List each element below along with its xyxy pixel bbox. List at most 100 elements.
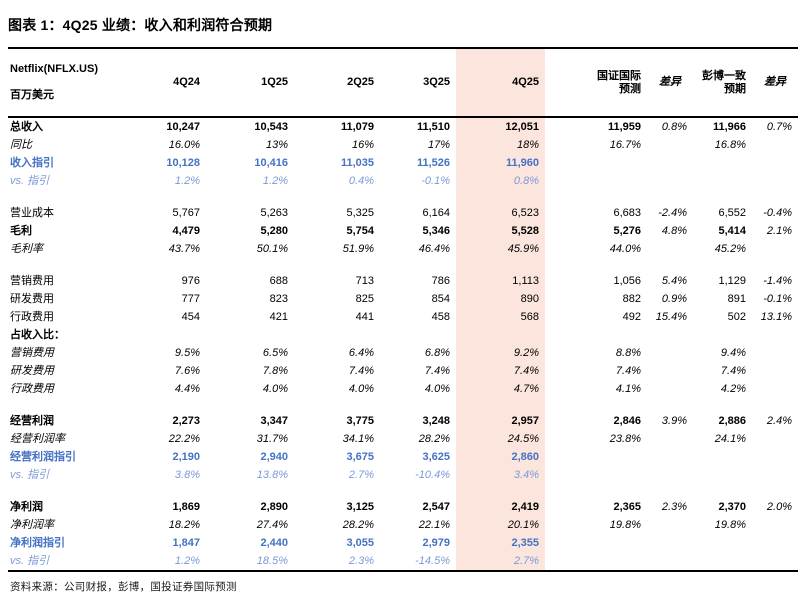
spacer-cell [456, 258, 545, 272]
cell-bbg-consensus: 2,370 [718, 501, 746, 513]
table-row: 研发费用 7.6% 7.8% 7.4% 7.4% 7.4% 7.4% 7.4% [8, 362, 798, 380]
cell-2q25: 6.4% [348, 347, 374, 359]
row-label: 总收入 [10, 121, 43, 133]
entity-name: Netflix(NFLX.US) [10, 63, 98, 75]
cell-bbg-consensus: 6,552 [718, 207, 746, 219]
spacer-cell [456, 398, 545, 412]
cell-2q25: 825 [355, 293, 374, 305]
cell-bbg-diff: 13.1% [760, 311, 792, 323]
cell-gz-diff [647, 362, 693, 380]
table-row: 行政费用 4.4% 4.0% 4.0% 4.0% 4.7% 4.1% 4.2% [8, 380, 798, 398]
cell-1q25: 10,543 [254, 121, 288, 133]
cell-gz-forecast: 11,959 [607, 121, 641, 133]
cell-gz-forecast: 4.1% [615, 383, 641, 395]
cell-4q24: 976 [181, 275, 200, 287]
cell-1q25 [206, 326, 294, 344]
cell-2q25: 11,079 [340, 121, 374, 133]
cell-bbg-diff: -0.1% [763, 293, 792, 305]
cell-3q25: -14.5% [415, 555, 450, 567]
cell-1q25: 421 [269, 311, 288, 323]
row-label: 行政费用 [10, 383, 54, 395]
cell-gz-diff: -2.4% [658, 207, 687, 219]
cell-gz-forecast [545, 448, 647, 466]
table-row: 毛利率 43.7% 50.1% 51.9% 46.4% 45.9% 44.0% 45.2% [8, 240, 798, 258]
spacer-cell [545, 398, 647, 412]
table-row: 营销费用 9.5% 6.5% 6.4% 6.8% 9.2% 8.8% 9.4% [8, 344, 798, 362]
row-label: 经营利润率 [10, 433, 65, 445]
cell-4q25: 2,419 [456, 498, 545, 516]
cell-bbg-consensus: 24.1% [714, 433, 746, 445]
source-note: 资料来源：公司财报，彭博，国投证券国际预测 [10, 581, 237, 593]
page-title: 图表 1：4Q25 业绩：收入和利润符合预期 [8, 17, 273, 33]
cell-1q25: 10,416 [254, 157, 288, 169]
cell-1q25: 13.8% [256, 469, 288, 481]
cell-1q25: 1.2% [262, 175, 288, 187]
spacer-cell [8, 190, 118, 204]
cell-bbg-diff [752, 448, 798, 466]
cell-gz-diff [647, 534, 693, 552]
cell-gz-diff [647, 344, 693, 362]
cell-2q25: 34.1% [342, 433, 374, 445]
cell-gz-diff: 0.8% [661, 121, 687, 133]
cell-bbg-diff [752, 326, 798, 344]
cell-4q25: 0.8% [456, 172, 545, 190]
cell-bbg-diff: 2.0% [766, 501, 792, 513]
cell-2q25: 0.4% [348, 175, 374, 187]
cell-gz-diff [647, 326, 693, 344]
cell-gz-diff: 2.3% [661, 501, 687, 513]
cell-3q25: 46.4% [418, 243, 450, 255]
cell-gz-forecast [545, 154, 647, 172]
spacer-cell [380, 258, 456, 272]
column-header-3q25: 3Q25 [380, 48, 456, 118]
row-label: 毛利 [10, 225, 32, 237]
cell-bbg-diff [752, 172, 798, 190]
cell-2q25: 713 [355, 275, 374, 287]
cell-gz-forecast: 1,056 [613, 275, 641, 287]
spacer-cell [752, 484, 798, 498]
cell-bbg-consensus [693, 534, 752, 552]
cell-4q24: 4.4% [174, 383, 200, 395]
cell-1q25: 18.5% [256, 555, 288, 567]
cell-gz-forecast [545, 552, 647, 571]
row-label: 营销费用 [10, 275, 54, 287]
cell-1q25: 50.1% [256, 243, 288, 255]
cell-4q24: 22.2% [168, 433, 200, 445]
cell-4q24: 7.6% [174, 365, 200, 377]
cell-4q24: 10,128 [166, 157, 200, 169]
row-label: 净利润率 [10, 519, 54, 531]
cell-bbg-diff [752, 344, 798, 362]
cell-gz-diff [647, 380, 693, 398]
cell-3q25: 6,164 [422, 207, 450, 219]
cell-gz-forecast: 492 [622, 311, 641, 323]
cell-4q25: 2,957 [456, 412, 545, 430]
table-row: 毛利 4,479 5,280 5,754 5,346 5,528 5,276 4.8% 5,41… [8, 222, 798, 240]
cell-3q25: 854 [431, 293, 450, 305]
cell-gz-forecast [545, 466, 647, 484]
cell-1q25: 5,263 [260, 207, 288, 219]
column-header-gz-diff: 差异 [647, 48, 693, 118]
cell-1q25: 6.5% [262, 347, 288, 359]
cell-3q25: -10.4% [415, 469, 450, 481]
row-label: 净利润 [10, 501, 43, 513]
cell-gz-diff: 0.9% [661, 293, 687, 305]
cell-4q24: 4,479 [172, 225, 200, 237]
cell-4q24: 454 [181, 311, 200, 323]
cell-3q25: 22.1% [418, 519, 450, 531]
cell-4q25: 5,528 [456, 222, 545, 240]
spacer-row [8, 398, 798, 412]
cell-4q25: 1,113 [456, 272, 545, 290]
cell-4q24: 1,847 [172, 537, 200, 549]
cell-3q25: 3,248 [422, 415, 450, 427]
table-row: 净利润指引 1,847 2,440 3,055 2,979 2,355 [8, 534, 798, 552]
cell-2q25: 3,125 [346, 501, 374, 513]
table-body: 总收入 10,247 10,543 11,079 11,510 12,051 11,959 0… [8, 117, 798, 571]
spacer-cell [647, 484, 693, 498]
row-label: 营业成本 [10, 207, 54, 219]
cell-1q25: 688 [269, 275, 288, 287]
spacer-cell [8, 398, 118, 412]
spacer-row [8, 484, 798, 498]
cell-4q24: 2,190 [172, 451, 200, 463]
table-row: 总收入 10,247 10,543 11,079 11,510 12,051 11,959 0… [8, 117, 798, 136]
row-label: 占收入比： [10, 329, 65, 341]
row-label: 毛利率 [10, 243, 43, 255]
